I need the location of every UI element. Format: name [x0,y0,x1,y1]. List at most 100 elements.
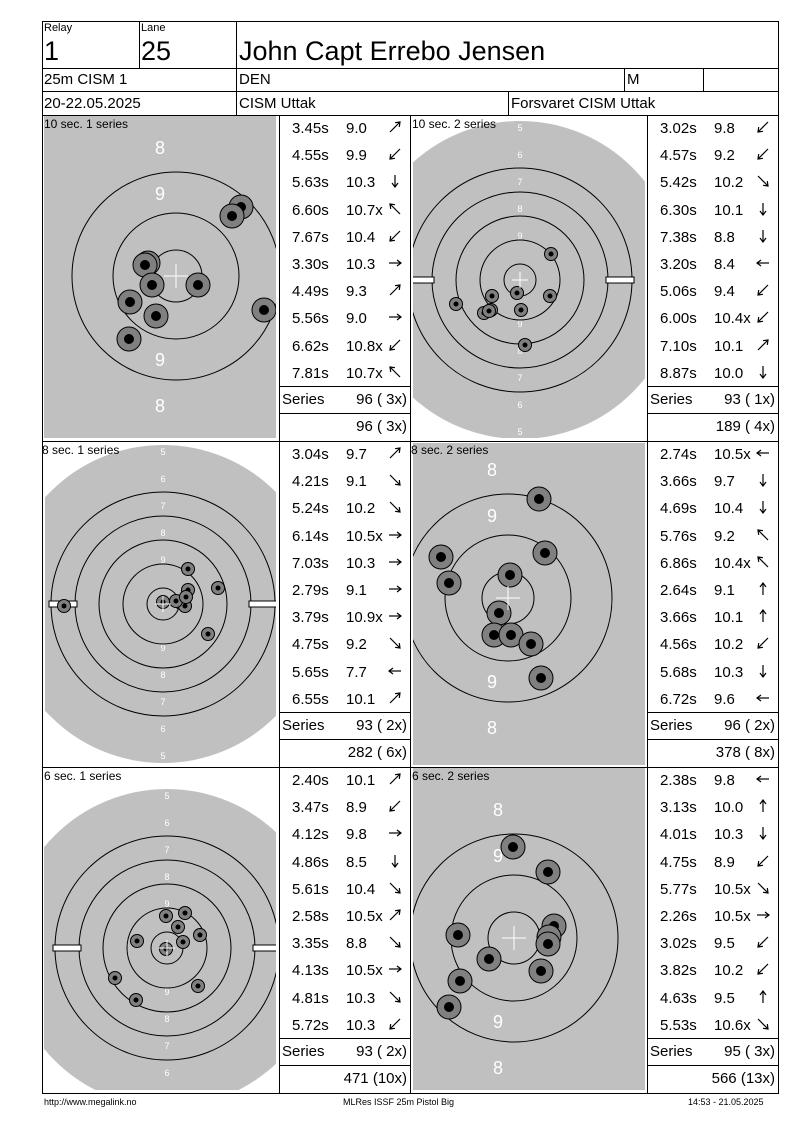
ring-number: 8 [155,396,165,416]
shot-time: 6.62s [292,337,329,355]
ring-number: 7 [517,373,522,383]
relay-label: Relay [44,22,73,34]
shot-hole-center [540,548,550,558]
series-score: 95 ( 3x) [724,1043,775,1060]
shot-row: 4.75s 9.2 [280,632,410,658]
ring-number: 7 [164,1041,169,1051]
ring-number: 9 [487,506,497,526]
shot-time: 4.13s [292,962,329,980]
ring-number: 6 [164,1068,169,1078]
shot-score: 10.4 [714,500,744,518]
competition-date: 20-22.05.2025 [44,95,141,112]
shot-score: 7.7 [346,663,367,681]
shot-time: 4.81s [292,989,329,1007]
shot-score: 10.0 [714,364,744,382]
shot-row: 4.12s 9.8 [280,822,410,848]
scoring-ring [479,239,561,321]
shot-score: 9.1 [346,582,367,599]
direction-arrow-icon [757,1018,769,1030]
direction-arrow-icon [759,202,767,216]
shot-time: 5.24s [292,500,329,518]
direction-arrow-icon [389,230,401,242]
shot-row: 3.02s 9.5 [648,931,778,957]
competition-name: CISM Uttak [239,95,316,112]
footer-url[interactable]: http://www.megalink.no [44,1097,137,1107]
ring-number: 8 [517,346,522,356]
ring-number: 9 [164,899,169,909]
shot-row: 3.45s 9.0 [280,116,410,142]
shot-score: 10.7x [346,201,383,219]
shot-hole-center [489,630,499,640]
scoring-ring [102,883,232,1013]
ring-marker-right [605,276,635,284]
shot-time: 3.45s [292,120,329,137]
shot-row: 3.79s 10.9x [280,605,410,631]
ring-number: 9 [160,555,165,565]
direction-arrow-icon [389,313,402,321]
shot-hole-center [444,578,454,588]
ring-number: 8 [164,872,169,882]
shot-time: 6.55s [292,690,329,708]
direction-arrow-icon [389,965,402,973]
direction-arrow-icon [757,637,769,650]
shot-score: 10.5x [346,527,383,545]
ring-number: 8 [160,670,165,680]
ring-number: 8 [487,460,497,480]
shot-time: 8.87s [660,364,697,382]
series-label: Series [650,717,693,734]
target-title: 10 sec. 1 series [44,117,129,131]
shot-row: 6.14s 10.5x [280,524,410,550]
shot-score: 10.3 [714,826,744,844]
shot-time: 5.72s [292,1016,329,1034]
shot-score: 10.3 [346,989,376,1007]
event-name: 25m CISM 1 [44,71,128,88]
shot-score: 10.5x [346,962,383,980]
shot-score: 10.1 [346,772,376,789]
shot-score: 9.7 [346,446,367,463]
direction-arrow-icon [389,800,401,812]
shot-score: 10.7x [346,364,383,382]
target-face: 8 9 9 8 [413,768,645,1090]
shot-time: 2.26s [660,908,697,925]
series-score: 93 ( 1x) [724,391,775,408]
direction-arrow-icon [389,339,401,351]
shot-row: 5.56s 9.0 [280,306,410,332]
shot-hole-center [548,251,554,257]
ring-number: 6 [160,474,165,484]
ring-number: 8 [493,1058,503,1078]
shot-score: 9.5 [714,989,735,1007]
ring-number: 9 [493,1012,503,1032]
shot-row: 6.30s 10.1 [648,198,778,224]
club-name: Forsvaret CISM Uttak [511,95,656,112]
shot-time: 3.47s [292,799,329,817]
ring-marker-left [413,276,435,284]
shot-time: 4.86s [292,853,329,871]
shot-time: 5.53s [660,1016,697,1034]
direction-arrow-icon [389,936,401,948]
direction-arrow-icon [391,175,399,189]
shot-hole-center [182,603,188,609]
direction-arrow-icon [389,882,401,894]
shot-hole-center [185,566,191,572]
shot-row: 3.66s 9.7 [648,469,778,495]
shot-time: 6.00s [660,310,697,328]
series-label: Series [282,1043,325,1060]
shot-hole-center [436,552,446,562]
shot-row: 2.74s 10.5x [648,442,778,468]
scoring-ring [98,539,228,669]
shot-row: 6.60s 10.7x [280,198,410,224]
target-face: 5 5 6 6 7 7 8 8 9 9 [45,445,276,763]
direction-arrow-icon [759,474,767,488]
shot-row: 4.57s 9.2 [648,143,778,169]
shot-row: 2.64s 9.1 [648,578,778,604]
shot-hole-center [197,932,203,938]
shot-hole-center [147,280,157,290]
shot-row: 5.24s 10.2 [280,496,410,522]
scoring-ring [126,907,208,989]
running-total: 282 ( 6x) [347,744,407,761]
shot-hole-center [455,976,465,986]
shot-row: 7.10s 10.1 [648,334,778,360]
running-total: 378 ( 8x) [715,744,775,761]
direction-arrow-icon [759,799,767,813]
scoring-ring [444,534,572,662]
